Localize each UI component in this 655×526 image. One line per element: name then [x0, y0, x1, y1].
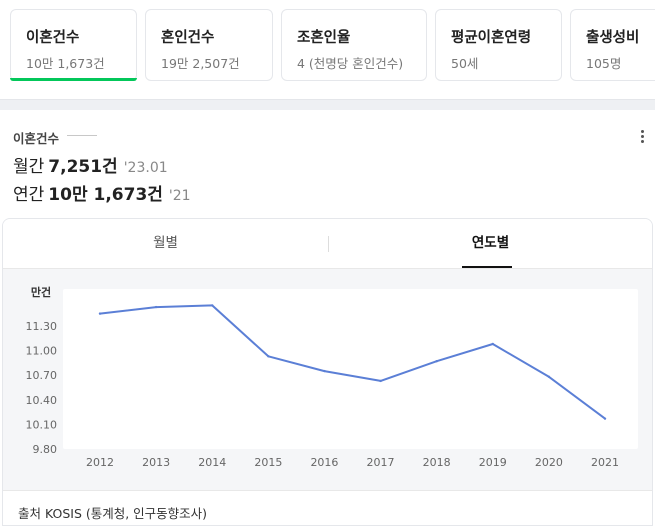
card-value: 10만 1,673건: [26, 56, 105, 71]
x-tick-label: 2014: [198, 456, 226, 469]
card-divorce-count[interactable]: 이혼건수 10만 1,673건: [10, 9, 137, 81]
yearly-date: '21: [168, 188, 191, 204]
card-value: 50세: [451, 56, 479, 71]
x-tick-label: 2019: [479, 456, 507, 469]
card-value: 105명: [586, 56, 622, 71]
x-tick-label: 2013: [142, 456, 170, 469]
data-point[interactable]: [603, 417, 607, 420]
monthly-value: 7,251건: [48, 157, 118, 177]
y-ticks: 11.30 11.00 10.70 10.40 10.10 9.80: [26, 320, 58, 456]
monthly-label: 월간: [13, 157, 45, 177]
x-tick-label: 2018: [423, 456, 451, 469]
card-crude-marriage-rate[interactable]: 조혼인율 4 (천명당 혼인건수): [281, 9, 427, 81]
x-ticks: 2012 2013 2014 2015 2016 2017 2018 2019 2020 2021: [86, 456, 619, 469]
x-tick-label: 2020: [535, 456, 563, 469]
y-axis-unit-label: 만건: [31, 285, 51, 299]
card-avg-divorce-age[interactable]: 평균이혼연령 50세: [435, 9, 562, 81]
card-marriage-count[interactable]: 혼인건수 19만 2,507건: [145, 9, 273, 81]
card-birth-sex-ratio[interactable]: 출생성비 105명: [570, 9, 655, 81]
section-title: 이혼건수: [13, 131, 60, 146]
monthly-stat: 월간 7,251건 '23.01: [13, 152, 168, 177]
yearly-value: 10만 1,673건: [48, 185, 163, 205]
section-gap: [0, 100, 655, 110]
period-tabs: 월별 연도별: [3, 219, 652, 269]
card-value: 19만 2,507건: [161, 56, 240, 71]
x-tick-label: 2012: [86, 456, 114, 469]
data-point[interactable]: [379, 379, 382, 383]
title-divider: [67, 135, 97, 136]
active-tab-indicator: [462, 266, 512, 268]
card-title: 이혼건수: [26, 30, 80, 46]
x-tick-label: 2016: [310, 456, 338, 469]
tab-yearly[interactable]: 연도별: [471, 235, 510, 251]
y-tick-label: 9.80: [33, 443, 58, 456]
monthly-date: '23.01: [123, 160, 168, 176]
data-point[interactable]: [323, 369, 326, 373]
data-point[interactable]: [435, 360, 438, 363]
y-tick-label: 11.00: [26, 345, 58, 358]
data-point[interactable]: [98, 312, 102, 315]
series-line: [99, 304, 606, 420]
card-title: 조혼인율: [297, 30, 351, 46]
series-layer: [98, 304, 607, 420]
indicator-cards: 이혼건수 10만 1,673건 혼인건수 19만 2,507건 조혼인율 4 (…: [0, 0, 655, 100]
y-tick-label: 10.40: [26, 394, 58, 407]
tab-monthly[interactable]: 월별: [153, 235, 178, 251]
data-point[interactable]: [491, 342, 494, 346]
y-tick-label: 10.10: [26, 418, 58, 431]
yearly-label: 연간: [13, 185, 45, 205]
yearly-stat: 연간 10만 1,673건 '21: [13, 180, 191, 205]
source-note: 출처 KOSIS (통계청, 인구동향조사): [3, 490, 652, 525]
tab-divider: [328, 236, 329, 252]
data-point[interactable]: [154, 305, 158, 309]
data-point[interactable]: [211, 304, 214, 307]
x-tick-label: 2017: [367, 456, 395, 469]
data-point[interactable]: [547, 375, 551, 378]
card-title: 혼인건수: [161, 30, 215, 46]
chart-box: 월별 연도별 만건 11.30 11.00 10.70 10.40 10.10 9.80 …: [2, 218, 653, 526]
plot-area: [63, 289, 638, 449]
divorce-panel: 이혼건수 월간 7,251건 '23.01 연간 10만 1,673건 '21 월별 연…: [0, 110, 655, 526]
y-tick-label: 11.30: [26, 320, 58, 333]
data-point[interactable]: [267, 355, 270, 358]
y-tick-label: 10.70: [26, 369, 58, 382]
card-value: 4 (천명당 혼인건수): [297, 56, 404, 71]
card-title: 평균이혼연령: [451, 30, 532, 46]
card-title: 출생성비: [586, 30, 640, 46]
x-tick-label: 2021: [591, 456, 619, 469]
more-options-icon[interactable]: [638, 130, 646, 146]
x-tick-label: 2015: [254, 456, 282, 469]
